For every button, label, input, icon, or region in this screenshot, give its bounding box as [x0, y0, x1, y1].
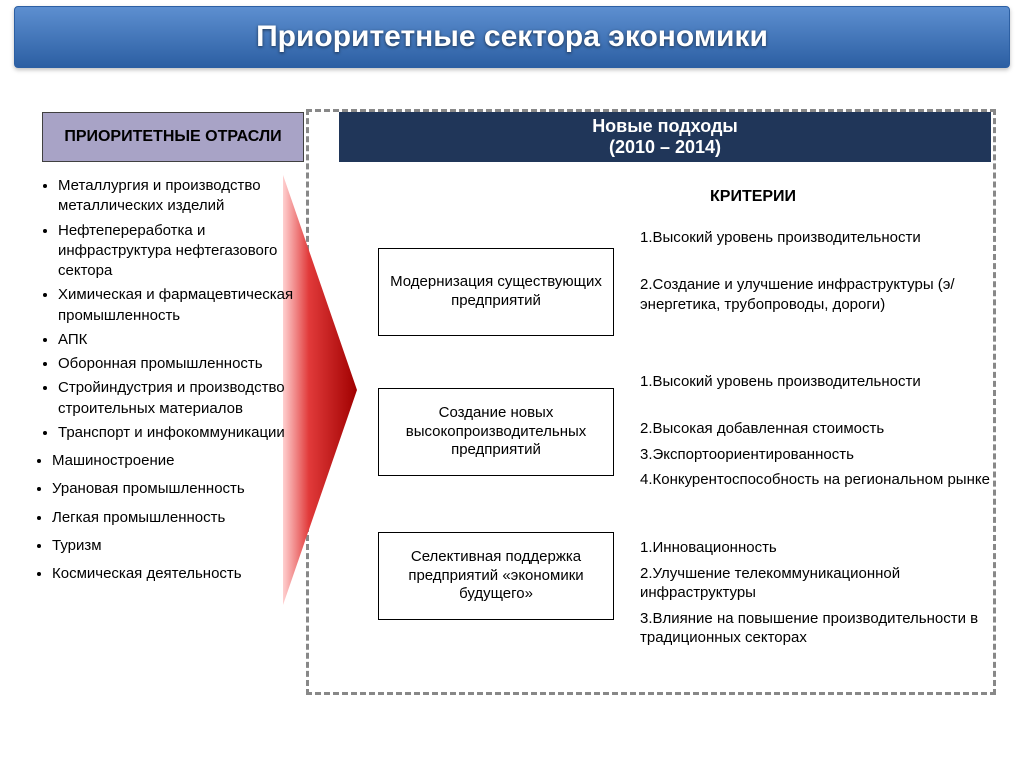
criteria-line: 1.Высокий уровень производительности	[640, 228, 990, 248]
criteria-block-1: 1.Высокий уровень производительности 2.С…	[640, 228, 990, 320]
list-item: Машиностроение	[52, 451, 308, 471]
new-approaches-header: Новые подходы(2010 – 2014)	[339, 112, 991, 162]
criteria-line: 3.Экспортоориентированность	[640, 445, 990, 465]
list-item: Оборонная промышленность	[58, 354, 308, 374]
criteria-line: 2.Улучшение телекоммуникационной инфраст…	[640, 564, 990, 603]
criteria-line	[640, 254, 990, 274]
criteria-line: 2.Высокая добавленная стоимость	[640, 419, 990, 439]
industries-list: Металлургия и производство металлических…	[38, 176, 308, 592]
list-item: Химическая и фармацевтическая промышленн…	[58, 285, 308, 326]
priority-industries-header: ПРИОРИТЕТНЫЕ ОТРАСЛИ	[42, 112, 304, 162]
criteria-heading: КРИТЕРИИ	[710, 188, 796, 206]
approach-box-1: Модернизация существующих предприятий	[378, 248, 614, 336]
new-approaches-header-text: Новые подходы(2010 – 2014)	[592, 116, 738, 157]
list-item: Урановая промышленность	[52, 479, 308, 499]
approach-box-1-text: Модернизация существующих предприятий	[389, 273, 603, 311]
approach-box-2-text: Создание новых высокопроизводительных пр…	[389, 404, 603, 460]
list-item: Стройиндустрия и производство строительн…	[58, 378, 308, 419]
industries-primary-list: Металлургия и производство металлических…	[38, 176, 308, 443]
list-item: Металлургия и производство металлических…	[58, 176, 308, 217]
list-item: Транспорт и инфокоммуникации	[58, 423, 308, 443]
criteria-block-2: 1.Высокий уровень производительности 2.В…	[640, 372, 990, 496]
list-item: Туризм	[52, 536, 308, 556]
priority-industries-header-text: ПРИОРИТЕТНЫЕ ОТРАСЛИ	[64, 128, 281, 146]
criteria-line: 2.Создание и улучшение инфраструктуры (э…	[640, 275, 990, 314]
criteria-line: 3.Влияние на повышение производительност…	[640, 609, 990, 648]
list-item: Космическая деятельность	[52, 564, 308, 584]
criteria-line: 4.Конкурентоспособность на региональном …	[640, 470, 990, 490]
slide-title: Приоритетные сектора экономики	[256, 20, 768, 54]
list-item: АПК	[58, 330, 308, 350]
approach-box-2: Создание новых высокопроизводительных пр…	[378, 388, 614, 476]
list-item: Нефтепереработка и инфраструктура нефтег…	[58, 221, 308, 282]
criteria-block-3: 1.Инновационность 2.Улучшение телекоммуни…	[640, 538, 990, 654]
approach-box-3-text: Селективная поддержка предприятий «эконо…	[389, 548, 603, 604]
criteria-line: 1.Инновационность	[640, 538, 990, 558]
slide-title-banner: Приоритетные сектора экономики	[14, 6, 1010, 68]
criteria-line	[640, 398, 990, 418]
industries-secondary-list: Машиностроение Урановая промышленность Лег…	[38, 451, 308, 584]
list-item: Легкая промышленность	[52, 508, 308, 528]
criteria-line: 1.Высокий уровень производительности	[640, 372, 990, 392]
approach-box-3: Селективная поддержка предприятий «эконо…	[378, 532, 614, 620]
